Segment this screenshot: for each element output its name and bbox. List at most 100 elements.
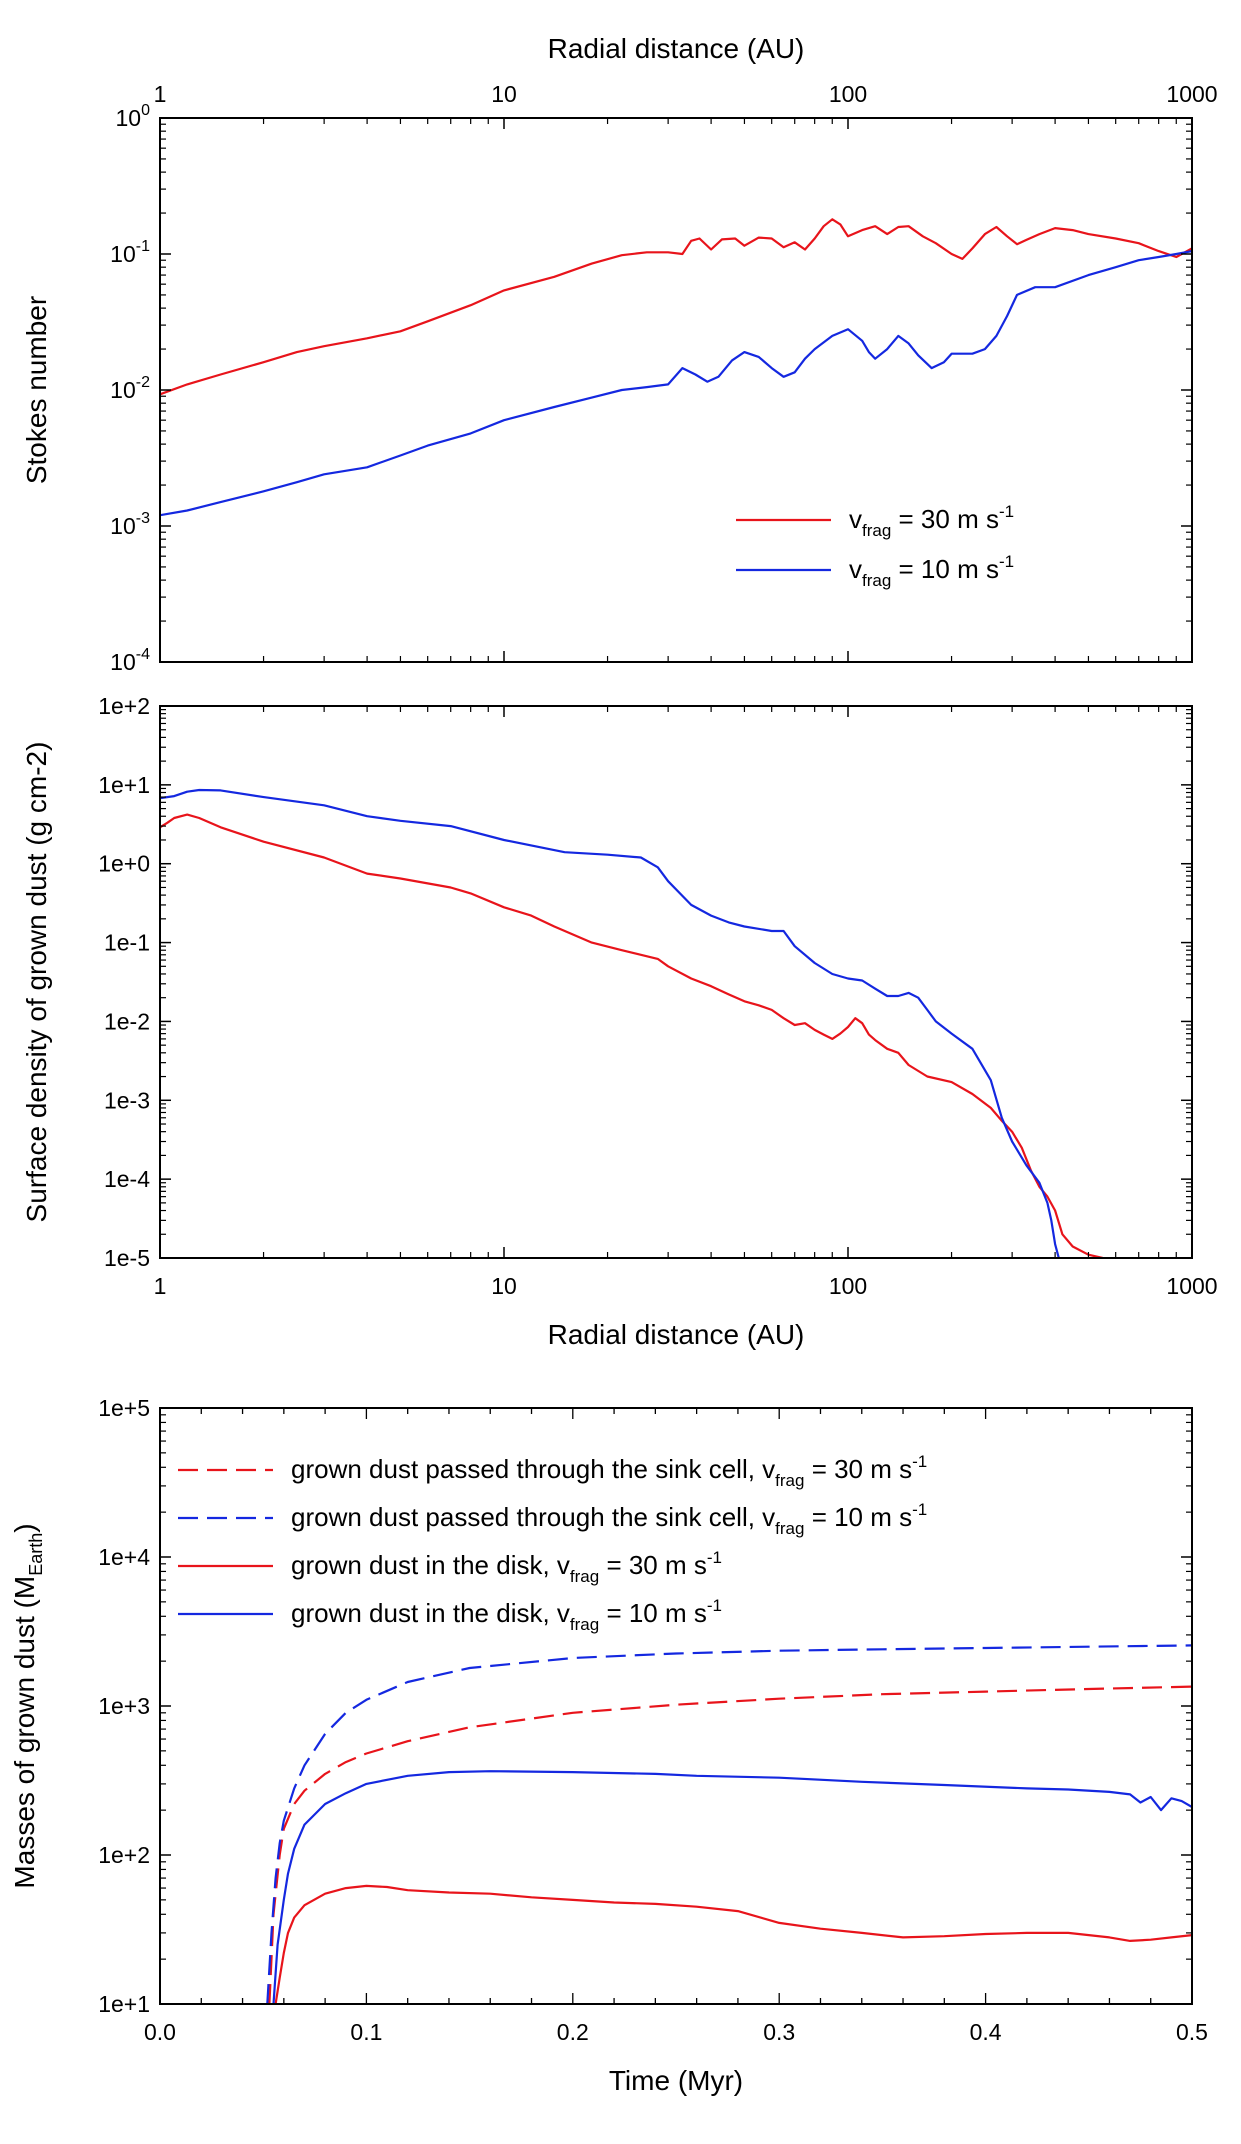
y-tick-base: 10 [110,649,136,675]
x-tick-label: 0.2 [557,2019,589,2045]
y-tick-label: 1e+5 [98,1395,150,1421]
x-axis-ticks [159,706,1193,1258]
y-tick-label: 10-3 [110,510,150,539]
x-tick-label: 0.3 [763,2019,795,2045]
y-tick-exponent: -3 [136,510,150,527]
plot-frame [159,705,1193,1259]
series-line-blue-dashed [266,1644,1192,2004]
y-tick-label: 10-1 [110,238,150,267]
plot-frame [159,1407,1193,2005]
legend-subscript: frag [570,1615,599,1634]
y-tick-label: 1e+1 [98,1991,150,2017]
legend-prefix: grown dust passed through the sink cell,… [291,1454,775,1484]
x-tick-labels: 1 10 100 1000 [154,1273,1218,1299]
y-axis-title-main: Surface density of grown dust (g cm-2) [21,742,52,1223]
x-tick-label: 1000 [1166,81,1217,107]
x-tick-label: 100 [829,81,867,107]
legend-middle: = 10 m s [891,554,999,584]
x-tick-labels: 0.0 0.1 0.2 0.3 0.4 0.5 [144,2019,1208,2045]
y-tick-labels: 1e+2 1e+1 1e+0 1e-1 1e-2 1e-3 1e-4 1e-5 [98,693,150,1271]
legend: grown dust passed through the sink cell,… [178,1452,927,1634]
legend-entry: grown dust passed through the sink cell,… [291,1452,927,1490]
panel-2: 1 10 100 10001e+21e+11e+01e-11e-21e-31e-41e… [21,693,1218,1350]
legend-subscript: frag [775,1519,804,1538]
series-line-blue-solid [160,788,1060,1258]
y-tick-label: 10-4 [110,646,150,675]
y-tick-exponent: -2 [136,374,150,391]
y-axis-title-main: Stokes number [21,296,52,484]
series-line-red-solid [160,218,1192,396]
y-tick-base: 10 [110,377,136,403]
legend-superscript: -1 [707,1596,722,1615]
legend-superscript: -1 [999,552,1014,571]
y-tick-label: 1e+2 [98,693,150,719]
y-tick-label: 10-2 [110,374,150,403]
legend-prefix: v [849,554,862,584]
y-tick-label: 1e-3 [104,1087,150,1113]
x-axis-ticks [159,1408,1193,2004]
y-axis-title-paren-close: ) [9,1523,40,1532]
series-line-blue-solid [272,1770,1192,2004]
y-tick-label: 1e-5 [104,1245,150,1271]
legend-superscript: -1 [999,502,1014,521]
series-group [266,1644,1192,2004]
legend-middle: = 10 m s [599,1598,707,1628]
legend-middle: = 10 m s [804,1502,912,1532]
y-axis-ticks [160,117,1192,663]
y-tick-label: 1e+4 [98,1544,150,1570]
y-tick-label: 1e-4 [104,1166,150,1192]
y-tick-label: 1e-1 [104,930,150,956]
legend-prefix: grown dust in the disk, v [291,1550,570,1580]
legend-subscript: frag [862,521,891,540]
y-tick-base: 10 [110,241,136,267]
legend-entry: grown dust in the disk, vfrag = 30 m s-1 [291,1548,722,1586]
series-line-blue-solid [160,250,1192,517]
y-tick-exponent: -4 [136,646,150,663]
y-axis-title-unit-sub: Earth [26,1533,46,1576]
legend-prefix: v [849,504,862,534]
y-tick-label: 1e+3 [98,1693,150,1719]
y-axis-title: Stokes number [21,296,52,484]
y-tick-label: 1e+1 [98,772,150,798]
plot-frame [159,117,1193,663]
y-axis-ticks [160,1407,1192,2005]
x-tick-label: 1 [154,1273,167,1299]
legend-superscript: -1 [912,1452,927,1471]
x-axis-ticks [159,118,1193,662]
y-tick-base: 10 [110,513,136,539]
legend-entry: grown dust in the disk, vfrag = 10 m s-1 [291,1596,722,1634]
y-tick-labels: 1e+5 1e+4 1e+3 1e+2 1e+1 [98,1395,150,2017]
legend-prefix: grown dust passed through the sink cell,… [291,1502,775,1532]
y-tick-base: 10 [116,105,142,131]
series-group [160,788,1103,1258]
x-tick-label: 1000 [1166,1273,1217,1299]
series-line-red-solid [160,813,1103,1258]
legend-middle: = 30 m s [804,1454,912,1484]
y-axis-title: Surface density of grown dust (g cm-2) [21,742,52,1223]
panel-3: 0.0 0.1 0.2 0.3 0.4 0.5 1e+5 1e+4 1e+3 1e+2 1e+1 Ti… [9,1395,1208,2096]
legend-middle: = 30 m s [891,504,999,534]
legend-superscript: -1 [912,1500,927,1519]
legend-prefix: grown dust in the disk, v [291,1598,570,1628]
series-line-red-dashed [268,1685,1192,2004]
legend-entry: vfrag = 10 m s-1 [849,552,1014,590]
x-tick-labels: 1 10 100 1000 [154,81,1218,107]
x-axis-title: Time (Myr) [609,2065,743,2096]
legend-subscript: frag [862,571,891,590]
y-axis-title-paren-open: ( [9,1598,40,1616]
y-tick-label: 100 [116,102,151,131]
legend-subscript: frag [775,1471,804,1490]
y-tick-label: 1e-2 [104,1008,150,1034]
x-tick-label: 0.1 [350,2019,382,2045]
legend-entry: vfrag = 30 m s-1 [849,502,1014,540]
legend-entry: grown dust passed through the sink cell,… [291,1500,927,1538]
y-tick-label: 1e+0 [98,851,150,877]
legend-middle: = 30 m s [599,1550,707,1580]
x-tick-label: 1 [154,81,167,107]
legend-subscript: frag [570,1567,599,1586]
y-axis-title: Masses of grown dust (MEarth) [9,1523,46,1888]
